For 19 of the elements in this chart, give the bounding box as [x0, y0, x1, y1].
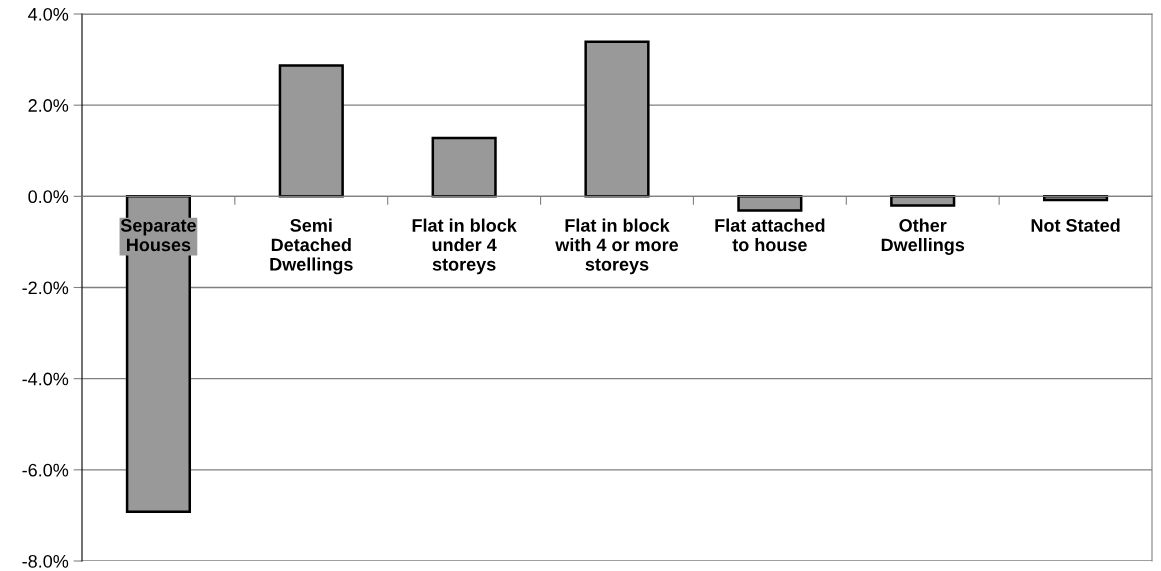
y-tick-label: 0.0%: [28, 190, 69, 204]
x-tick-label: Flat in block under 4 storeys: [412, 218, 517, 275]
bar: [431, 136, 497, 198]
y-tick-label: 4.0%: [28, 7, 69, 21]
x-tick-label: Separate Houses: [120, 219, 196, 252]
bar: [278, 64, 344, 198]
bar: [890, 195, 956, 207]
y-tick-label: -4.0%: [22, 372, 69, 386]
y-tick-label: -8.0%: [22, 554, 69, 568]
x-tick-label: Other Dwellings: [881, 218, 965, 255]
bar: [737, 195, 803, 212]
x-tick-label: Flat in block with 4 or more storeys: [555, 218, 679, 275]
x-tick-label: Not Stated: [1031, 218, 1120, 232]
y-tick-label: 2.0%: [28, 99, 69, 112]
bar: [584, 40, 650, 198]
y-tick-label: -2.0%: [22, 281, 69, 295]
x-tick-label: Semi Detached Dwellings: [270, 218, 353, 275]
y-tick-label: -6.0%: [22, 463, 69, 477]
x-tick-label: Flat attached to house: [715, 218, 825, 252]
